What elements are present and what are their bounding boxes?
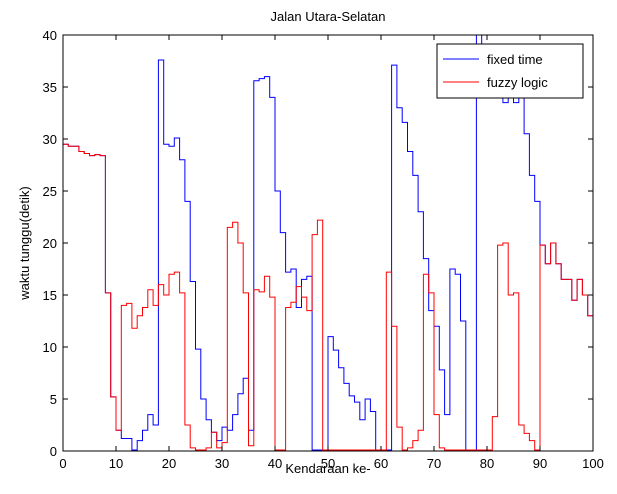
- y-tick-label-5: 5: [50, 392, 57, 407]
- y-tick-label-35: 35: [43, 80, 57, 95]
- y-tick-label-40: 40: [43, 28, 57, 43]
- x-axis-title: Kendaraan ke-: [285, 461, 370, 476]
- x-tick-label-10: 10: [109, 456, 123, 471]
- tick-layer: 0 10 20 30 40 50 60 70 80 90 100 0 5 10 15 20 25 30 35 40: [43, 28, 604, 471]
- y-tick-label-10: 10: [43, 340, 57, 355]
- legend-box: [436, 43, 584, 99]
- legend-entry-fixed-time: fixed time: [443, 52, 543, 67]
- y-tick-label-25: 25: [43, 184, 57, 199]
- y-tick-label-15: 15: [43, 288, 57, 303]
- legend-label-fixed-time: fixed time: [487, 52, 543, 67]
- x-tick-label-0: 0: [59, 456, 66, 471]
- x-tick-label-30: 30: [215, 456, 229, 471]
- x-tick-label-90: 90: [533, 456, 547, 471]
- x-tick-label-60: 60: [374, 456, 388, 471]
- x-tick-label-20: 20: [162, 456, 176, 471]
- legend-entry-fuzzy-logic: fuzzy logic: [443, 75, 548, 90]
- chart-title: Jalan Utara-Selatan: [271, 9, 386, 24]
- y-tick-label-30: 30: [43, 132, 57, 147]
- x-tick-label-40: 40: [268, 456, 282, 471]
- y-tick-label-0: 0: [50, 444, 57, 459]
- x-tick-label-50: 50: [321, 456, 335, 471]
- x-tick-label-70: 70: [427, 456, 441, 471]
- legend-label-fuzzy-logic: fuzzy logic: [487, 75, 548, 90]
- y-axis-title: waktu tunggu(detik): [17, 186, 32, 300]
- y-tick-label-20: 20: [43, 236, 57, 251]
- series-line-fuzzy-logic: [63, 143, 593, 451]
- series-layer: [63, 35, 593, 451]
- x-tick-label-100: 100: [582, 456, 604, 471]
- series-line-fixed-time: [63, 35, 593, 451]
- x-tick-label-80: 80: [480, 456, 494, 471]
- legend: fixed time fuzzy logic: [436, 43, 584, 99]
